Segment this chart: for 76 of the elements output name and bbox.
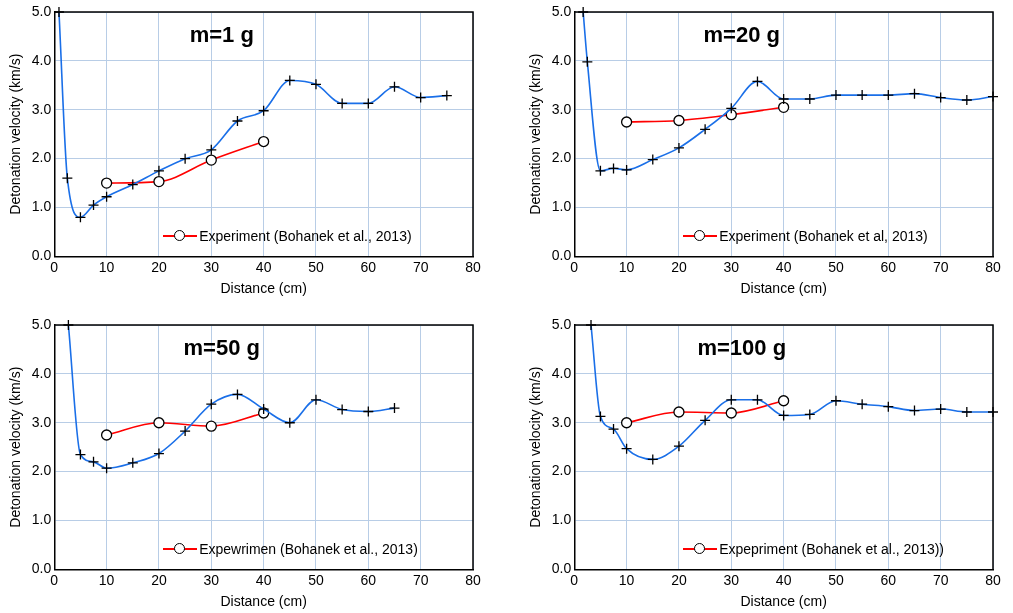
x-tick-label: 20: [151, 571, 167, 588]
legend-label: Expewrimen (Bohanek et al., 2013): [199, 541, 418, 558]
x-tick-label: 50: [308, 571, 324, 588]
y-tick-label: 0.0: [31, 247, 52, 264]
y-tick-label: 4.0: [551, 364, 572, 381]
x-axis-title: Distance (cm): [740, 593, 827, 610]
x-tick-label: 80: [985, 258, 1001, 275]
x-tick-label: 0: [570, 258, 579, 275]
x-tick-label: 70: [932, 571, 949, 588]
x-tick-label: 80: [985, 571, 1001, 588]
y-axis-title: Detonation velocity (km/s): [7, 366, 24, 528]
x-tick-label: 50: [828, 258, 844, 275]
x-tick-label: 70: [412, 258, 429, 275]
x-tick-label: 0: [50, 571, 59, 588]
x-tick-label: 10: [98, 571, 115, 588]
x-tick-label: 30: [203, 258, 220, 275]
legend-label: Experiment (Bohanek et al., 2013): [199, 228, 412, 245]
x-tick-label: 60: [360, 571, 377, 588]
x-axis-title: Distance (cm): [220, 593, 307, 610]
y-tick-label: 5.0: [551, 315, 572, 332]
y-tick-label: 2.0: [551, 149, 572, 166]
y-tick-label: 2.0: [551, 462, 572, 479]
x-tick-label: 30: [723, 571, 740, 588]
x-tick-label: 40: [255, 571, 272, 588]
x-tick-label: 10: [98, 258, 115, 275]
y-tick-label: 3.0: [31, 413, 52, 430]
y-tick-label: 3.0: [551, 413, 572, 430]
legend-label: Expepriment (Bohanek et al., 2013)): [719, 541, 945, 558]
x-tick-label: 70: [412, 571, 429, 588]
x-tick-label: 20: [671, 571, 687, 588]
y-tick-label: 1.0: [551, 198, 572, 215]
y-tick-label: 4.0: [31, 51, 52, 68]
y-tick-label: 4.0: [551, 51, 572, 68]
x-tick-label: 10: [618, 258, 635, 275]
x-tick-label: 60: [360, 258, 377, 275]
x-tick-label: 60: [880, 571, 897, 588]
x-tick-label: 50: [828, 571, 844, 588]
text: m=20 g: [703, 22, 780, 48]
y-tick-label: 5.0: [551, 2, 572, 19]
x-tick-label: 60: [880, 258, 897, 275]
y-tick-label: 3.0: [551, 100, 572, 117]
y-tick-label: 5.0: [31, 315, 52, 332]
y-tick-label: 4.0: [31, 364, 52, 381]
y-tick-label: 3.0: [31, 100, 52, 117]
y-axis-title: Detonation velocity (km/s): [7, 53, 24, 215]
y-tick-label: 1.0: [31, 511, 52, 528]
x-tick-label: 20: [151, 258, 167, 275]
y-tick-label: 0.0: [551, 247, 572, 264]
text: m=100 g: [697, 335, 787, 361]
y-axis-title: Detonation velocity (km/s): [527, 366, 544, 528]
x-tick-label: 40: [775, 571, 792, 588]
x-tick-label: 0: [570, 571, 579, 588]
y-axis-title: Detonation velocity (km/s): [527, 53, 544, 215]
x-axis-title: Distance (cm): [220, 280, 307, 297]
x-tick-label: 0: [50, 258, 59, 275]
y-tick-label: 5.0: [31, 2, 52, 19]
y-tick-label: 2.0: [31, 149, 52, 166]
x-tick-label: 30: [203, 571, 220, 588]
y-tick-label: 1.0: [31, 198, 52, 215]
x-tick-label: 20: [671, 258, 687, 275]
x-tick-label: 40: [255, 258, 272, 275]
y-tick-label: 0.0: [31, 560, 52, 577]
x-tick-label: 10: [618, 571, 635, 588]
x-tick-label: 70: [932, 258, 949, 275]
x-axis-title: Distance (cm): [740, 280, 827, 297]
text: m=1 g: [189, 22, 254, 48]
x-tick-label: 80: [465, 571, 481, 588]
x-tick-label: 80: [465, 258, 481, 275]
y-tick-label: 0.0: [551, 560, 572, 577]
legend-label: Experiment (Bohanek et al, 2013): [719, 228, 928, 245]
y-tick-label: 1.0: [551, 511, 572, 528]
y-tick-label: 2.0: [31, 462, 52, 479]
x-tick-label: 30: [723, 258, 740, 275]
x-tick-label: 50: [308, 258, 324, 275]
text: m=50 g: [183, 335, 260, 361]
x-tick-label: 40: [775, 258, 792, 275]
